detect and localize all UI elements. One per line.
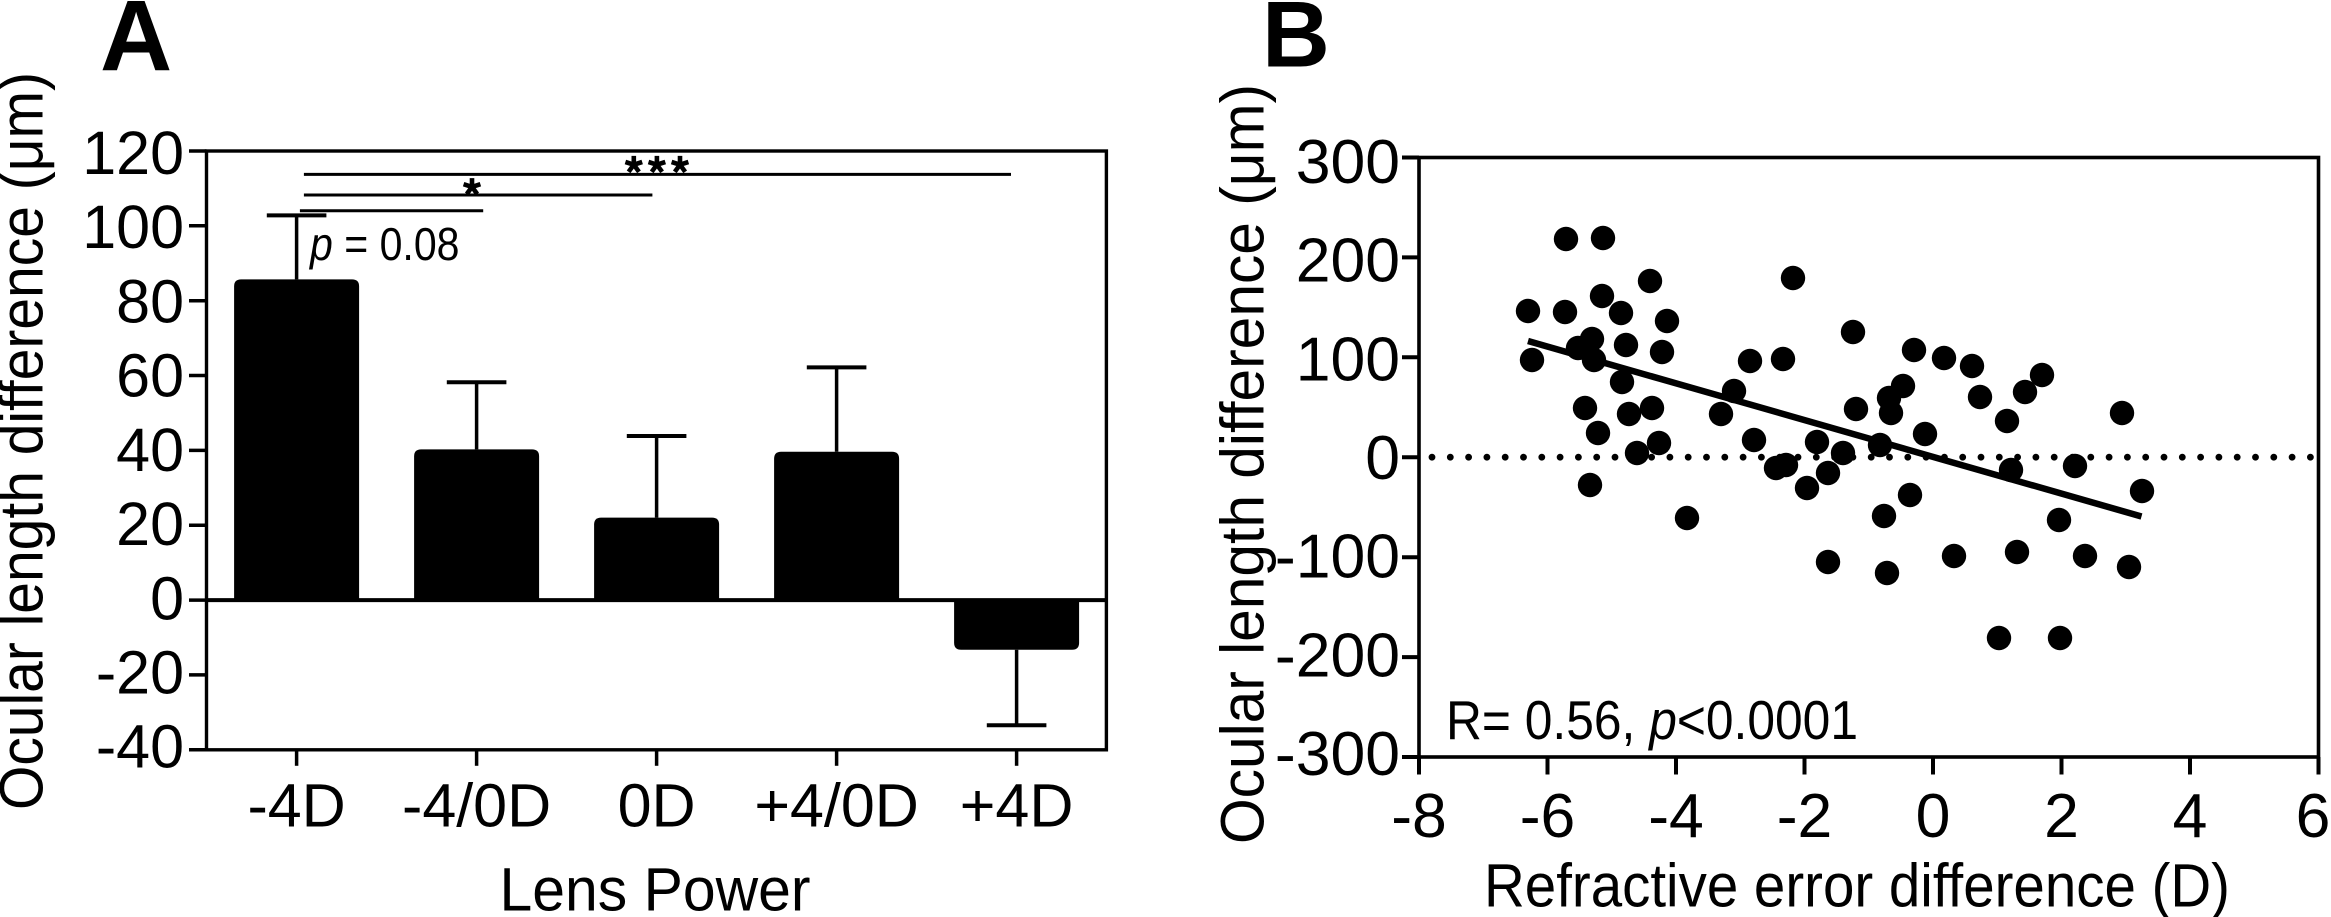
svg-text:0: 0 xyxy=(1916,781,1951,851)
svg-text:-4D: -4D xyxy=(247,772,345,840)
svg-text:0D: 0D xyxy=(618,772,696,840)
svg-text:Ocular length difference (μm): Ocular length difference (μm) xyxy=(1209,84,1277,844)
svg-text:4: 4 xyxy=(2173,781,2208,851)
svg-text:p = 0.08: p = 0.08 xyxy=(308,218,459,270)
svg-text:Ocular length difference (μm): Ocular length difference (μm) xyxy=(0,72,56,810)
svg-text:A: A xyxy=(100,0,172,92)
svg-text:20: 20 xyxy=(116,490,184,558)
svg-text:+4/0D: +4/0D xyxy=(754,772,918,840)
svg-text:-300: -300 xyxy=(1275,719,1400,789)
svg-text:100: 100 xyxy=(82,193,184,261)
svg-text:2: 2 xyxy=(2044,781,2079,851)
svg-text:-100: -100 xyxy=(1275,522,1400,592)
svg-text:300: 300 xyxy=(1296,127,1400,197)
svg-text:B: B xyxy=(1262,0,1330,87)
svg-text:40: 40 xyxy=(116,416,184,484)
svg-text:60: 60 xyxy=(116,342,184,410)
svg-text:Lens Power: Lens Power xyxy=(500,856,811,917)
svg-text:0: 0 xyxy=(1365,423,1400,493)
svg-text:R= 0.56, p<0.0001: R= 0.56, p<0.0001 xyxy=(1446,689,1858,751)
svg-text:200: 200 xyxy=(1296,226,1400,296)
svg-text:0: 0 xyxy=(150,564,184,632)
svg-text:-40: -40 xyxy=(96,713,184,781)
svg-text:+4D: +4D xyxy=(960,772,1074,840)
svg-text:-8: -8 xyxy=(1391,781,1447,851)
svg-text:-6: -6 xyxy=(1520,781,1576,851)
svg-text:6: 6 xyxy=(2296,781,2331,851)
svg-text:-200: -200 xyxy=(1275,620,1400,690)
svg-text:120: 120 xyxy=(82,119,184,187)
svg-text:-20: -20 xyxy=(96,639,184,707)
svg-text:-4/0D: -4/0D xyxy=(402,772,551,840)
svg-text:100: 100 xyxy=(1296,324,1400,394)
svg-text:-2: -2 xyxy=(1777,781,1833,851)
svg-text:-4: -4 xyxy=(1648,781,1704,851)
svg-text:Refractive error difference (D: Refractive error difference (D) xyxy=(1484,852,2230,917)
svg-text:80: 80 xyxy=(116,267,184,335)
